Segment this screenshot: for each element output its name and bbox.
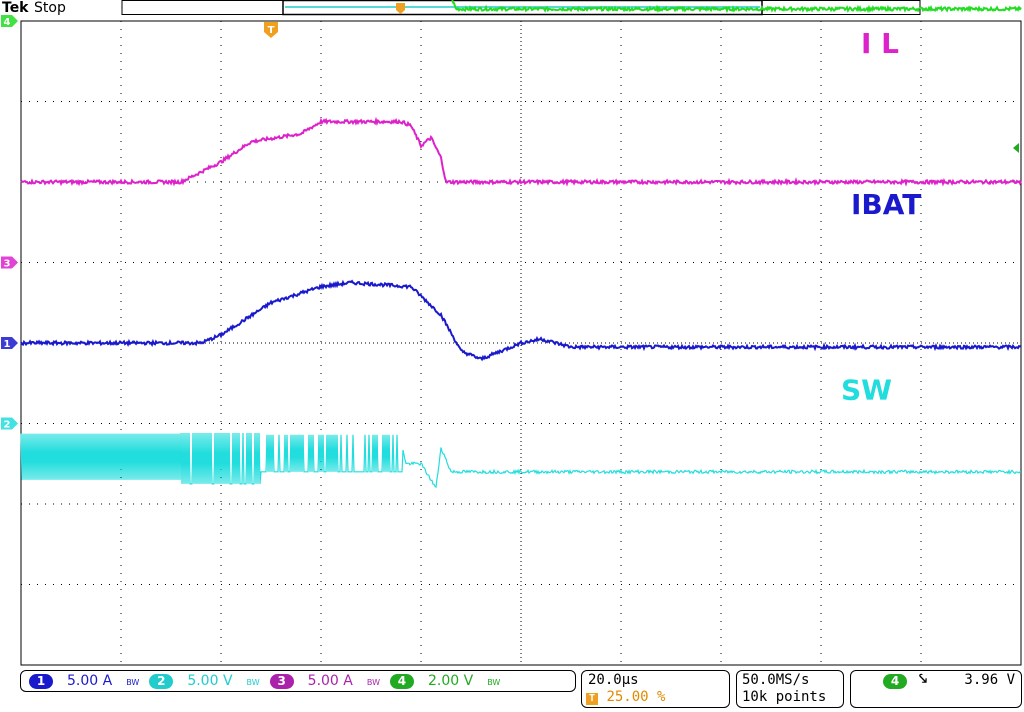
- waveform-i-l: [20, 116, 1022, 187]
- ground-marker-ch4[interactable]: [1, 15, 18, 27]
- trace-label-ibat: IBAT: [851, 188, 921, 221]
- waveforms: [20, 0, 1022, 489]
- ground-marker-label: 4: [4, 17, 11, 28]
- channel-chip: 1: [29, 674, 53, 689]
- falling-edge-icon: ⤥: [919, 671, 927, 687]
- trigger-level: 3.96 V: [964, 672, 1015, 688]
- channel-3-setting[interactable]: 3 5.00 A BW: [269, 673, 380, 689]
- sample-rate: 50.0MS/s: [742, 672, 810, 688]
- ground-marker-ch2[interactable]: [1, 417, 18, 430]
- acquisition-state: Stop: [34, 0, 66, 16]
- channel-chip: 3: [269, 674, 294, 689]
- trigger-panel: 4 ⤥ 3.96 V: [850, 670, 1022, 708]
- trace-label-i-l: I L: [861, 27, 899, 60]
- trigger-position-icon: T: [586, 693, 598, 705]
- channel-1-setting[interactable]: 1 5.00 A BW: [29, 673, 139, 689]
- channel-chip: 2: [149, 674, 174, 689]
- trigger-marker-label: T: [268, 25, 275, 36]
- trigger-overview-icon: [396, 3, 405, 14]
- ground-markers: 4 3 1 2: [1, 15, 18, 431]
- waveform-ibat: [20, 279, 1022, 362]
- trigger-level-icon: [1013, 143, 1019, 153]
- trigger-position-icon: T: [264, 22, 278, 38]
- waveform-sw: [20, 432, 1021, 489]
- bandwidth-limit-icon: BW: [246, 678, 260, 687]
- ground-marker-label: 3: [4, 259, 11, 270]
- channel-scale: 2.00 V: [427, 673, 474, 689]
- timebase-value: 20.0µs: [588, 672, 639, 688]
- timebase-panel: 20.0µs T 25.00 %: [581, 670, 730, 708]
- trigger-position-row: T 25.00 %: [586, 689, 665, 705]
- trigger-position-value: 25.00 %: [606, 689, 666, 705]
- ground-marker-ch1[interactable]: [1, 337, 18, 349]
- record-length: 10k points: [742, 689, 827, 705]
- waveform-vbus: [451, 0, 1022, 14]
- channel-2-setting[interactable]: 2 5.00 V BW: [149, 673, 260, 689]
- trigger-source-chip: 4: [883, 674, 907, 689]
- channel-scale: 5.00 A: [307, 673, 353, 689]
- trace-label-sw: SW: [841, 373, 892, 406]
- bandwidth-limit-icon: BW: [366, 678, 380, 687]
- acquisition-panel: 50.0MS/s 10k points: [736, 670, 844, 708]
- ground-marker-ch3[interactable]: [1, 256, 18, 269]
- ground-marker-label: 1: [4, 339, 11, 350]
- channel-scale: 5.00 A: [67, 673, 113, 689]
- brand-label: Tek: [2, 0, 29, 16]
- ground-marker-label: 2: [4, 420, 11, 431]
- channel-chip: 4: [389, 674, 414, 689]
- channel-scale: 5.00 V: [187, 673, 233, 689]
- channel-settings-panel: 1 5.00 A BW 2 5.00 V BW 3 5.00 A BW 4 2.00 V BW: [20, 670, 576, 692]
- bandwidth-limit-icon: BW: [126, 678, 140, 687]
- bandwidth-limit-icon: BW: [487, 678, 501, 687]
- channel-4-setting[interactable]: 4 2.00 V BW: [389, 673, 501, 689]
